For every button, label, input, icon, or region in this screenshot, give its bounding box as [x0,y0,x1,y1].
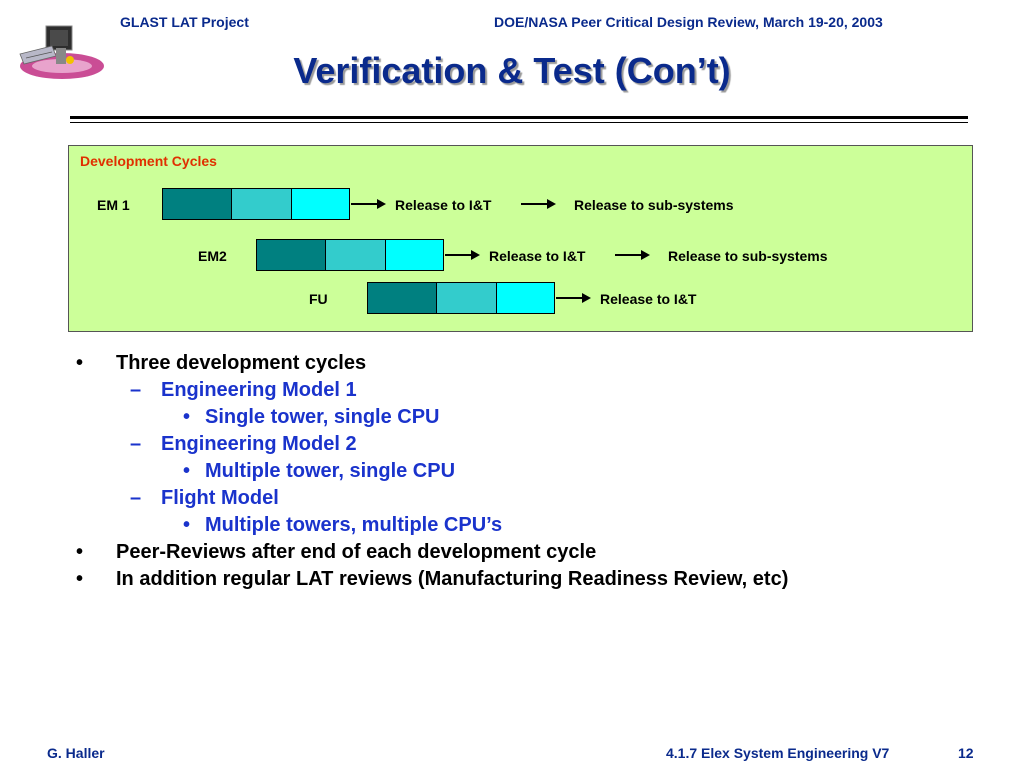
row-label-fu: FU [309,291,328,307]
list-item: – Engineering Model 2 [76,431,788,458]
right-arrow-icon [521,199,556,209]
header-review: DOE/NASA Peer Critical Design Review, Ma… [494,14,883,30]
footer-document-id: 4.1.7 Elex System Engineering V7 [666,745,890,761]
list-item: • Single tower, single CPU [76,404,788,431]
list-item-text: Single tower, single CPU [205,406,440,428]
right-arrow-icon [556,293,591,303]
cycle-segment-3 [385,240,443,270]
glast-satellite-logo-icon [19,25,104,79]
bullet-marker: • [76,352,84,374]
cycle-bar-em2 [256,239,444,271]
cycle-bar-em1 [162,188,350,220]
development-cycles-panel: Development Cycles EM 1 Release to I&T R… [68,145,973,332]
release-label-em2-subsystems: Release to sub-systems [668,248,828,264]
release-label-em2-it: Release to I&T [489,248,586,264]
footer-page-number: 12 [958,745,974,761]
list-item: – Flight Model [76,485,788,512]
list-item: • Multiple towers, multiple CPU’s [76,512,788,539]
cycle-segment-2 [231,189,291,219]
list-item-text: Multiple towers, multiple CPU’s [205,514,503,536]
header-project: GLAST LAT Project [120,14,249,30]
row-label-em2: EM2 [198,248,227,264]
cycle-segment-1 [163,189,231,219]
right-arrow-icon [351,199,386,209]
cycle-segment-2 [436,283,496,313]
cycle-segment-2 [325,240,385,270]
title-divider-thin [70,122,968,123]
list-item-text: Flight Model [161,487,279,509]
bullet-marker: • [76,541,84,563]
cycle-segment-3 [291,189,349,219]
list-item-text: Peer-Reviews after end of each developme… [116,541,597,563]
cycle-bar-fu [367,282,555,314]
cycle-segment-3 [496,283,554,313]
release-label-em1-subsystems: Release to sub-systems [574,197,734,213]
right-arrow-icon [615,250,650,260]
page-title: Verification & Test (Con’t) [293,50,731,91]
development-cycles-title: Development Cycles [80,153,217,169]
list-item: • Three development cycles [76,350,788,377]
right-arrow-icon [445,250,480,260]
footer-author: G. Haller [47,745,105,761]
list-item-text: Three development cycles [116,352,367,374]
list-item-text: In addition regular LAT reviews (Manufac… [116,568,789,590]
cycle-segment-1 [368,283,436,313]
row-label-em1: EM 1 [97,197,130,213]
bullet-marker: • [76,568,84,590]
bullet-marker: • [183,406,191,428]
bullet-list: • Three development cycles – Engineering M… [76,350,788,593]
list-item: – Engineering Model 1 [76,377,788,404]
list-item-text: Engineering Model 2 [161,433,357,455]
release-label-fu-it: Release to I&T [600,291,697,307]
list-item-text: Engineering Model 1 [161,379,357,401]
release-label-em1-it: Release to I&T [395,197,492,213]
title-divider [70,116,968,119]
cycle-segment-1 [257,240,325,270]
list-item: • In addition regular LAT reviews (Manufa… [76,566,788,593]
bullet-marker: • [183,514,191,536]
list-item: • Multiple tower, single CPU [76,458,788,485]
bullet-marker: • [183,460,191,482]
dash-marker: – [130,379,142,401]
dash-marker: – [130,487,142,509]
list-item: • Peer-Reviews after end of each developm… [76,539,788,566]
dash-marker: – [130,433,142,455]
list-item-text: Multiple tower, single CPU [205,460,456,482]
